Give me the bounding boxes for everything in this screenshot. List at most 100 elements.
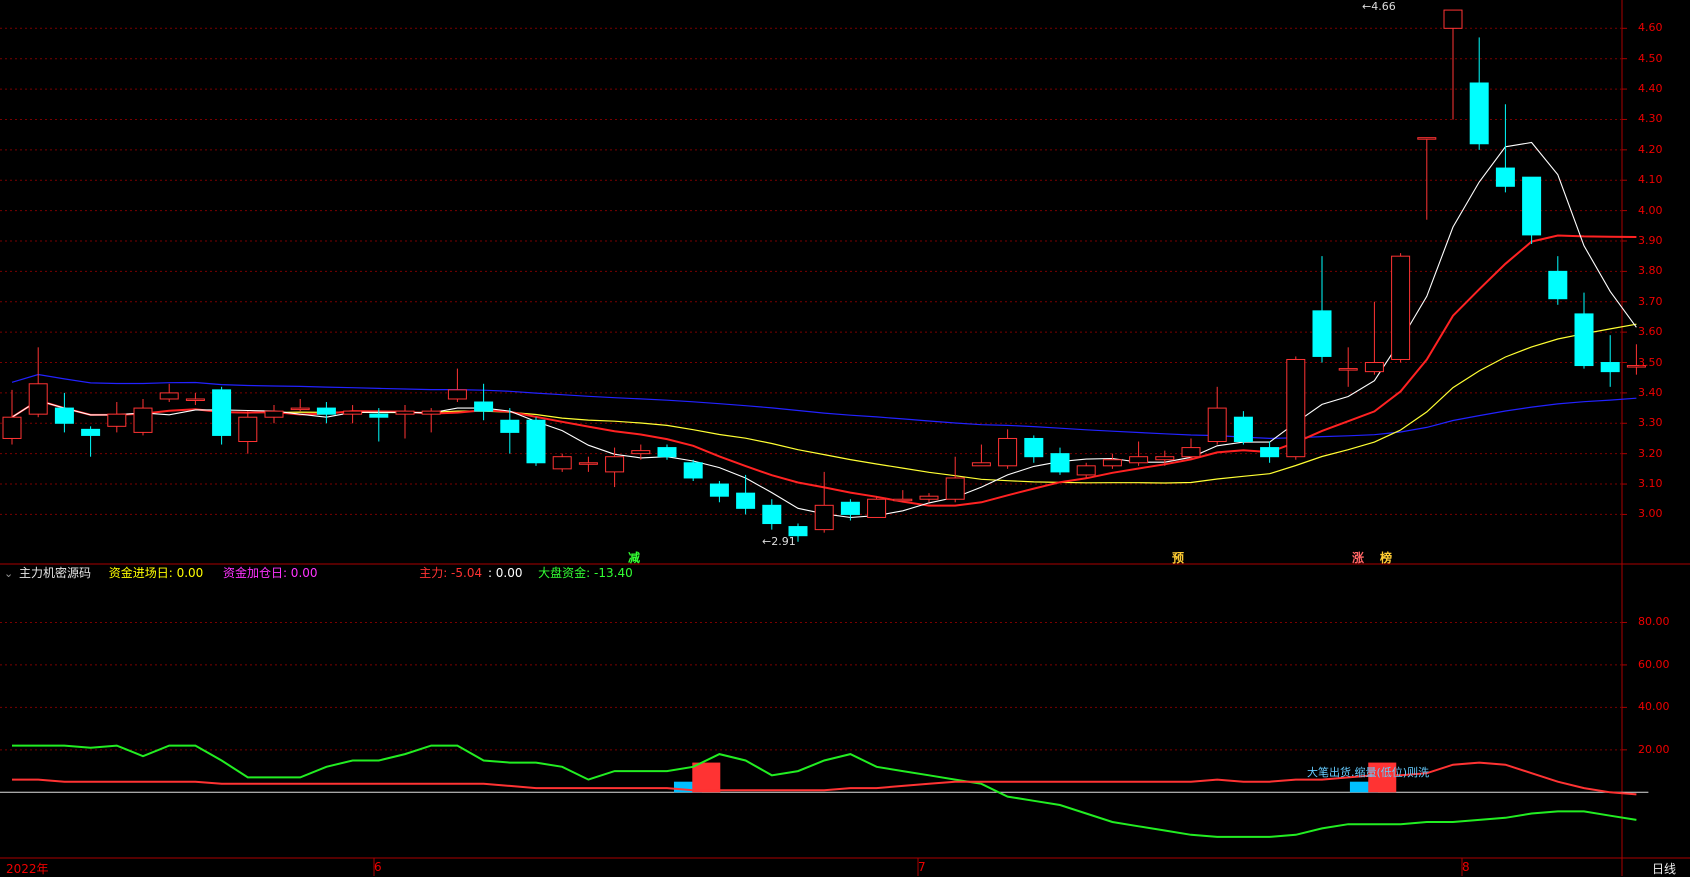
collapse-icon[interactable]: ⌄	[4, 567, 14, 580]
candle	[736, 492, 756, 509]
candle	[1207, 407, 1227, 443]
indicator-item-market: 大盘资金: -13.40	[538, 566, 633, 580]
candle	[814, 504, 834, 531]
candle	[1417, 137, 1437, 140]
indicator-item-main: 主力: -5.04	[419, 566, 483, 580]
candle	[1600, 362, 1620, 373]
candle	[709, 483, 729, 497]
candle	[1391, 255, 1411, 360]
time-label-month: 6	[374, 860, 382, 874]
indicator-bar	[692, 762, 721, 793]
candle	[369, 413, 389, 418]
candle	[1469, 82, 1489, 145]
price-tick-label: 4.50	[1638, 51, 1663, 65]
candle	[81, 428, 101, 436]
candle	[1312, 310, 1332, 357]
time-label-month: 7	[918, 860, 926, 874]
candle	[526, 419, 546, 464]
price-tick-label: 3.30	[1638, 416, 1663, 430]
indicator-tick-label: 60.00	[1638, 657, 1670, 671]
candle	[133, 407, 153, 433]
price-tick-label: 4.00	[1638, 203, 1663, 217]
price-tick-label: 3.10	[1638, 477, 1663, 491]
candle	[54, 407, 74, 424]
candle	[1181, 447, 1201, 458]
market-fund-line	[12, 744, 1637, 838]
candle	[159, 392, 179, 400]
price-tick-label: 3.00	[1638, 507, 1663, 521]
candle	[212, 389, 232, 436]
price-tick-label: 4.60	[1638, 21, 1663, 35]
low-price-value: 2.91	[771, 535, 796, 548]
candle	[447, 389, 467, 400]
price-tick-label: 4.40	[1638, 82, 1663, 96]
candle	[238, 416, 258, 443]
candle	[1155, 456, 1175, 461]
candle	[1076, 465, 1096, 476]
indicator-annotation: 大笔出货.缩量(低位)则洗	[1307, 766, 1430, 779]
candle	[1286, 358, 1306, 458]
candle	[28, 383, 48, 415]
candle	[919, 495, 939, 500]
candle	[290, 407, 310, 411]
indicator-bar	[1349, 781, 1378, 793]
period-button[interactable]: 日线	[1651, 862, 1676, 876]
indicator-tick-label: 40.00	[1638, 700, 1670, 714]
candle	[788, 526, 808, 537]
candle	[1129, 456, 1149, 464]
main-force-line	[12, 761, 1637, 796]
low-price-label: ←2.91	[762, 535, 796, 548]
candle	[998, 437, 1018, 467]
price-tick-label: 3.90	[1638, 233, 1663, 247]
signal-label: 涨	[1352, 551, 1365, 565]
candle	[343, 410, 363, 415]
time-label-month: 8	[1462, 860, 1470, 874]
candle	[683, 462, 703, 479]
price-tick-label: 3.60	[1638, 325, 1663, 339]
candle	[107, 413, 127, 427]
candle	[1574, 313, 1594, 367]
indicator-bar	[673, 781, 702, 793]
candle	[1102, 459, 1122, 467]
high-price-label: ←4.66	[1362, 0, 1396, 13]
candle	[1626, 365, 1646, 368]
candle	[552, 456, 572, 470]
candle	[893, 498, 913, 502]
candle	[657, 447, 677, 458]
price-tick-label: 3.70	[1638, 294, 1663, 308]
candle	[2, 416, 22, 439]
candle	[185, 398, 205, 401]
candle	[500, 419, 520, 433]
candle	[605, 456, 625, 473]
candle	[578, 462, 598, 465]
candle	[840, 501, 860, 515]
candle	[1443, 9, 1463, 29]
candle	[316, 407, 336, 415]
candle	[1050, 453, 1070, 473]
indicator-title[interactable]: 主力机密源码	[19, 566, 92, 580]
candle	[1260, 447, 1280, 458]
price-tick-label: 3.80	[1638, 264, 1663, 278]
candle	[867, 498, 887, 518]
indicator-tick-label: 20.00	[1638, 742, 1670, 756]
price-tick-label: 4.30	[1638, 112, 1663, 126]
indicator-item-add: 资金加仓日: 0.00	[222, 566, 318, 580]
candle	[945, 477, 965, 500]
signal-label: 减	[628, 551, 641, 565]
indicator-item-entry: 资金进场日: 0.00	[108, 566, 204, 580]
candle	[1522, 176, 1542, 236]
time-label-year: 2022年	[6, 862, 49, 876]
candle	[474, 401, 494, 412]
price-tick-label: 4.20	[1638, 142, 1663, 156]
candle	[1024, 437, 1044, 458]
indicator-bar	[1368, 762, 1397, 793]
candle	[631, 450, 651, 455]
candle	[1338, 368, 1358, 371]
price-tick-label: 3.50	[1638, 355, 1663, 369]
candle	[395, 410, 415, 415]
candle	[971, 462, 991, 467]
candle	[421, 410, 441, 415]
signal-label: 预	[1172, 551, 1185, 565]
candle	[1233, 416, 1253, 443]
